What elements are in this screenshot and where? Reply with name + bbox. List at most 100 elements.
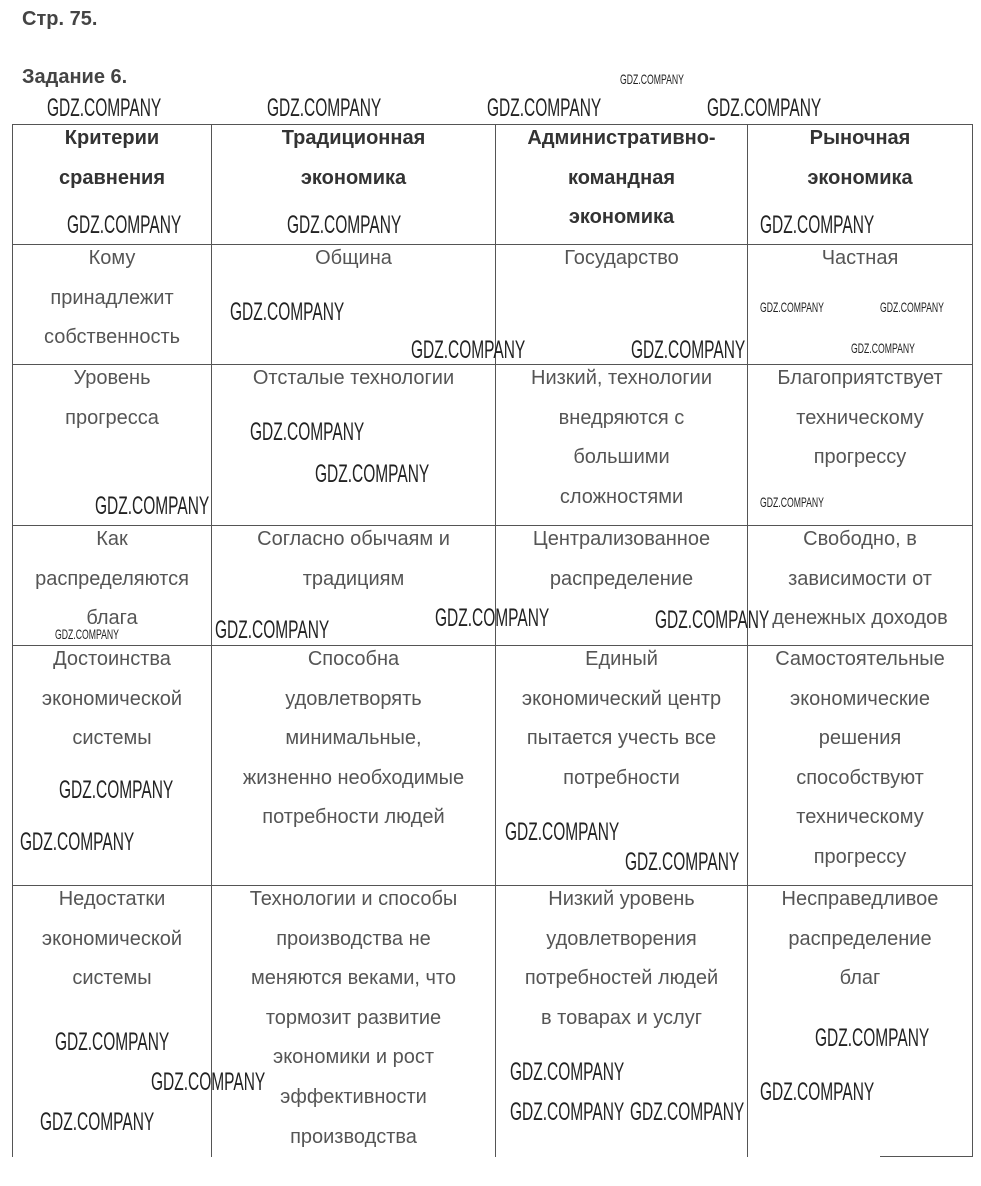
cell-text-line: экономика [568,206,675,229]
cell-text-line: системы [72,967,152,990]
cell-text-line: Достоинства [53,648,171,670]
watermark: GDZ.COMPANY [487,94,602,122]
cell-text-line: распределяются [35,567,189,590]
table-cell: Способна удовлетворять минимальные, жизненн… [211,645,496,886]
watermark: GDZ.COMPANY [315,460,430,488]
cell-text-line: Административно- [527,127,716,149]
cell-text-line: распределение [549,567,694,590]
table-cell: Свободно, в зависимости от денежных доходо… [747,525,973,646]
cell-text-line: Несправедливое [781,888,939,910]
cell-text-line: Традиционная [281,127,426,149]
cell-text-line: сложностями [559,485,684,508]
watermark: GDZ.COMPANY [760,1078,875,1106]
table-cell: Кому принадлежит собственность [12,244,212,365]
watermark: GDZ.COMPANY [851,340,915,356]
table-cell: Государство [495,244,748,365]
cell-text-line: в товарах и услуг [540,1006,703,1029]
watermark: GDZ.COMPANY [625,848,740,876]
cell-text-line: экономические [790,687,930,710]
watermark: GDZ.COMPANY [40,1108,155,1136]
cell-text-line: Община [315,247,392,269]
header-cell: Традиционная экономика [211,124,496,245]
cell-text-line: зависимости от [788,567,932,590]
watermark: GDZ.COMPANY [631,336,746,364]
watermark: GDZ.COMPANY [20,828,135,856]
cell-text-line: Частная [821,247,899,269]
watermark: GDZ.COMPANY [880,299,944,315]
cell-text-line: эффективности [280,1085,427,1108]
table-cell: Община [211,244,496,365]
cell-text-line: большими [573,446,670,469]
table-header-row: Критерии сравнения Традиционная экономика Ад… [12,124,973,245]
cell-text-line: удовлетворения [546,927,697,950]
cell-text-line: меняются веками, что [251,967,456,990]
header-cell: Рыночная экономика [747,124,973,245]
cell-text-line: Рыночная [809,127,911,149]
cell-text-line: потребности людей [262,806,445,829]
table-cell: Частная [747,244,973,365]
table-cell: Как распределяются блага [12,525,212,646]
watermark: GDZ.COMPANY [215,616,330,644]
cell-text-line: Способна [307,648,400,670]
cell-text-line: тормозит развитие [265,1006,442,1029]
cell-text-line: системы [72,727,152,750]
table-row: Достоинства экономической системы Способна у… [12,645,973,886]
watermark: GDZ.COMPANY [760,211,875,239]
cell-text-line: денежных доходов [772,607,948,630]
cell-text-line: благ [839,967,881,990]
table-cell: Технологии и способы производства не меняю… [211,885,496,1158]
cell-text-line: сравнения [58,166,165,189]
watermark: GDZ.COMPANY [630,1098,745,1126]
cell-text-line: способствуют [796,766,924,789]
table-row: Уровень прогресса Отсталые технологии Низки… [12,364,973,526]
watermark: GDZ.COMPANY [655,606,770,634]
watermark: GDZ.COMPANY [55,626,119,642]
cell-text-line: Согласно обычаям и [257,528,450,550]
cell-text-line: минимальные, [285,727,422,750]
cell-text-line: распределение [788,927,932,950]
watermark: GDZ.COMPANY [435,604,550,632]
table-body: Критерии сравнения Традиционная экономика Ад… [12,124,973,1158]
cell-text-line: экономика [807,166,913,189]
cell-text-line: Низкий уровень [548,888,695,910]
table-cell: Низкий уровень удовлетворения потребностей… [495,885,748,1158]
cell-text-line: блага [86,607,138,630]
cell-text-line: экономика [300,166,407,189]
watermark: GDZ.COMPANY [411,336,526,364]
cell-text-line: прогрессу [813,845,907,868]
watermark: GDZ.COMPANY [230,298,345,326]
cell-text-line: Самостоятельные [775,648,945,670]
cell-text-line: Критерии [64,127,160,149]
table-cell: Централизованное распределение [495,525,748,646]
cell-text-line: Недостатки [58,888,166,910]
watermark: GDZ.COMPANY [47,94,162,122]
table-cell: Согласно обычаям и традициям [211,525,496,646]
table-bottom-border-fragment [880,1156,972,1157]
cell-text-line: экономический центр [521,687,722,710]
cell-text-line: жизненно необходимые [242,766,465,789]
watermark: GDZ.COMPANY [55,1028,170,1056]
cell-text-line: Централизованное [532,528,711,550]
table-row: Кому принадлежит собственность Община Госуда… [12,244,973,365]
cell-text-line: производства [290,1125,417,1148]
cell-text-line: Единый [585,648,658,670]
cell-text-line: традициям [302,567,405,590]
watermark: GDZ.COMPANY [95,492,210,520]
cell-text-line: производства не [276,927,431,950]
cell-text-line: потребностей людей [524,967,719,990]
task-title: Задание 6. [22,66,128,88]
cell-text-line: командная [567,166,675,189]
cell-text-line: Как [96,528,128,550]
watermark: GDZ.COMPANY [510,1058,625,1086]
cell-text-line: прогрессу [813,446,907,469]
watermark: GDZ.COMPANY [151,1068,266,1096]
cell-text-line: Технологии и способы [249,888,458,910]
cell-text-line: Государство [564,247,679,269]
header-cell: Административно-командная экономика [495,124,748,245]
watermark: GDZ.COMPANY [250,418,365,446]
table-cell: Отсталые технологии [211,364,496,526]
table-cell: Достоинства экономической системы [12,645,212,886]
cell-text-line: решения [818,727,902,750]
cell-text-line: Свободно, в [803,528,917,550]
cell-text-line: экономической [41,927,183,950]
